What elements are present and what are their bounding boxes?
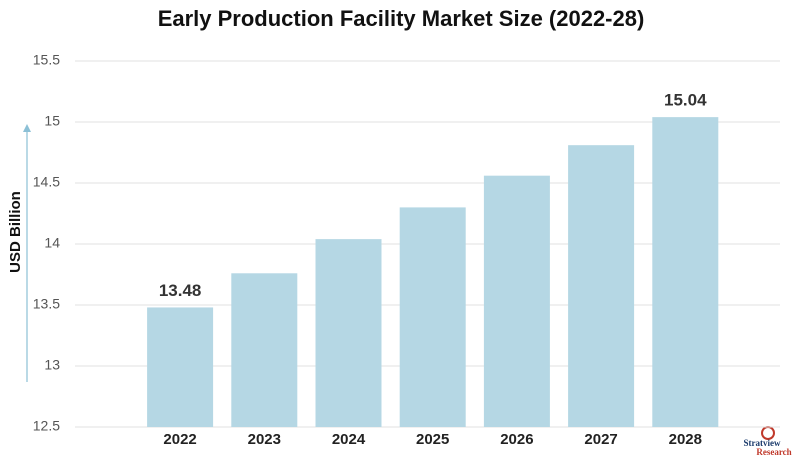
y-axis-label: USD Billion [7, 191, 24, 273]
x-tick-label: 2022 [163, 431, 196, 448]
bar [568, 145, 635, 427]
bar [483, 175, 550, 427]
x-tick-label: 2027 [584, 431, 617, 448]
bar [399, 207, 466, 427]
x-tick-label: 2024 [332, 431, 366, 448]
bar [231, 273, 298, 427]
y-tick-label: 14.5 [33, 174, 60, 190]
chart-title: Early Production Facility Market Size (2… [158, 6, 645, 31]
x-tick-label: 2023 [248, 431, 281, 448]
y-tick-label: 15.5 [33, 52, 60, 68]
bar [315, 239, 382, 427]
y-tick-label: 13.5 [33, 296, 60, 312]
y-tick-label: 15 [44, 113, 60, 129]
axis-arrowhead [23, 124, 31, 132]
bar [147, 307, 214, 427]
y-tick-label: 12.5 [33, 418, 60, 434]
y-tick-label: 13 [44, 357, 60, 373]
x-tick-label: 2028 [669, 431, 702, 448]
value-label: 15.04 [664, 91, 707, 110]
bar [652, 117, 719, 428]
logo-text: Research [756, 447, 791, 457]
logo-text: Stratview [744, 438, 781, 448]
value-label: 13.48 [159, 281, 202, 300]
y-tick-label: 14 [44, 235, 60, 251]
x-tick-label: 2025 [416, 431, 449, 448]
x-tick-label: 2026 [500, 431, 533, 448]
